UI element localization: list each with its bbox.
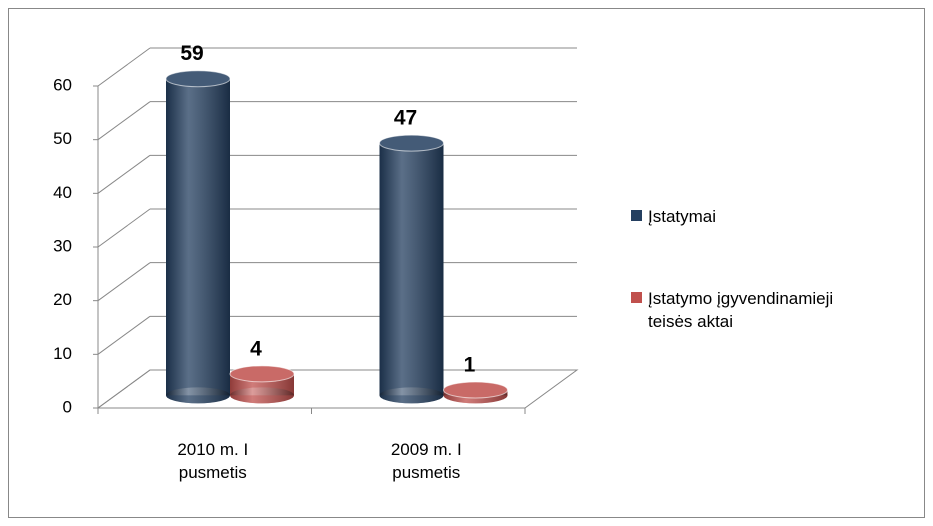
data-label: 59: [180, 42, 203, 65]
bar-bottom-shade: [166, 387, 230, 404]
bar: [165, 70, 231, 404]
bar-shade: [166, 78, 230, 396]
bar-top: [379, 134, 444, 152]
y-tick-label: 0: [63, 397, 72, 416]
bar-top: [165, 70, 231, 88]
y-tick-label: 40: [53, 183, 72, 202]
bar-bottom-shade: [379, 387, 444, 404]
grid-line: [97, 154, 151, 194]
grid-line: [97, 208, 151, 248]
data-label: 47: [394, 107, 417, 130]
x-tick-label: 2010 m. I pusmetis: [177, 440, 249, 482]
grid-line: [97, 262, 151, 302]
legend-swatch: [631, 210, 642, 221]
bar: [443, 381, 508, 404]
y-tick-label: 60: [53, 75, 72, 94]
y-tick-label: 50: [53, 129, 72, 148]
grid-line: [97, 47, 151, 87]
legend-swatch: [631, 292, 642, 303]
bar-top-light: [230, 365, 294, 382]
bar-top-light: [379, 135, 444, 152]
y-tick-label: 10: [53, 344, 72, 363]
bar-top-light: [443, 381, 508, 398]
legend-label: Įstatymai: [648, 207, 717, 226]
bar-bottom-shade: [230, 387, 294, 404]
y-tick-label: 20: [53, 290, 72, 309]
bar-top-light: [166, 70, 230, 87]
grid-line: [97, 315, 151, 355]
bar: [229, 365, 295, 404]
bar-top: [443, 381, 508, 399]
grid-line: [97, 101, 151, 141]
y-tick-label: 30: [53, 236, 72, 255]
bar-shade: [379, 143, 444, 396]
data-label: 4: [250, 337, 262, 360]
bar-top: [229, 365, 295, 383]
legend-label: Įstatymo įgyvendinamieji teisės aktai: [648, 289, 834, 331]
grid-line: [97, 369, 151, 409]
data-label: 1: [464, 354, 476, 377]
bar: [379, 134, 444, 404]
x-tick-label: 2009 m. I pusmetis: [390, 440, 462, 482]
